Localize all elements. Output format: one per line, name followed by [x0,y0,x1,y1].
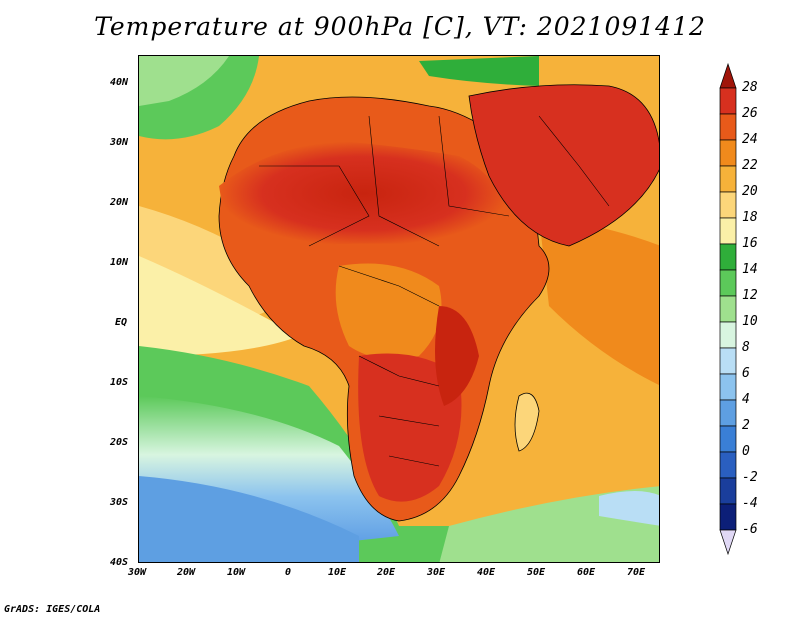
lat-label: 30S [110,497,129,508]
lat-label: 20S [110,437,129,448]
colorbar-label: 6 [742,366,750,381]
temperature-map [138,55,660,563]
colorbar-segment [719,347,737,375]
madagascar [514,392,540,452]
map-canvas [139,56,659,562]
lon-label: 30W [128,567,147,578]
arabia-landmass [468,84,659,247]
colorbar-segment [719,295,737,323]
lon-label: 10W [227,567,246,578]
colorbar [719,62,737,556]
colorbar-label: -6 [742,522,758,537]
south-atlantic-coldest-region [139,476,359,562]
lon-label: 50E [527,567,546,578]
colorbar-label: 4 [742,392,750,407]
colorbar-label: 22 [742,158,758,173]
colorbar-segment [719,503,737,531]
colorbar-segment [719,477,737,505]
indian-ocean-cold-patch [599,491,659,526]
lon-label: 70E [627,567,646,578]
lat-label: 40N [110,77,129,88]
lon-label: 10E [328,567,347,578]
colorbar-segment [719,165,737,193]
sahara-hot-region [219,141,509,246]
colorbar-segment [719,113,737,141]
colorbar-label: 28 [742,80,758,95]
colorbar-segment [719,373,737,401]
colorbar-segment [719,399,737,427]
colorbar-label: 2 [742,418,750,433]
credit-text: GrADS: IGES/COLA [4,604,101,615]
lat-label: 10S [110,377,129,388]
colorbar-label: -4 [742,496,758,511]
colorbar-min-arrow [719,529,737,556]
lon-label: 20E [377,567,396,578]
colorbar-label: 20 [742,184,758,199]
colorbar-segment [719,139,737,167]
arabian-sea-region [539,216,659,385]
lat-label: 10N [110,257,129,268]
lon-label: 20W [177,567,196,578]
colorbar-segment [719,451,737,479]
colorbar-max-arrow [719,62,737,89]
north-atlantic-cooler-region [139,56,229,106]
lon-label: 0 [285,567,292,578]
colorbar-label: -2 [742,470,758,485]
colorbar-segment [719,425,737,453]
colorbar-label: 10 [742,314,758,329]
chart-title: Temperature at 900hPa [C], VT: 202109141… [94,12,706,41]
lat-label: 20N [110,197,129,208]
colorbar-segment [719,217,737,245]
lon-label: 60E [577,567,596,578]
colorbar-segment [719,243,737,271]
lon-label: 30E [427,567,446,578]
central-africa-region [335,263,442,360]
colorbar-label: 8 [742,340,750,355]
lat-label: 30N [110,137,129,148]
colorbar-segment [719,87,737,115]
southern-africa-hot-region [358,353,462,502]
colorbar-segment [719,269,737,297]
lat-label: 40S [110,557,129,568]
colorbar-label: 24 [742,132,758,147]
country-borders [259,115,610,467]
colorbar-label: 26 [742,106,758,121]
atlantic-mild-region [139,256,299,356]
lat-label: EQ [115,317,128,328]
east-africa-rift-region [435,306,479,406]
mediterranean-region [419,56,539,86]
colorbar-label: 0 [742,444,750,459]
colorbar-label: 16 [742,236,758,251]
colorbar-segment [719,191,737,219]
colorbar-label: 18 [742,210,758,225]
lon-label: 40E [477,567,496,578]
colorbar-label: 12 [742,288,758,303]
colorbar-segment [719,321,737,349]
colorbar-label: 14 [742,262,758,277]
